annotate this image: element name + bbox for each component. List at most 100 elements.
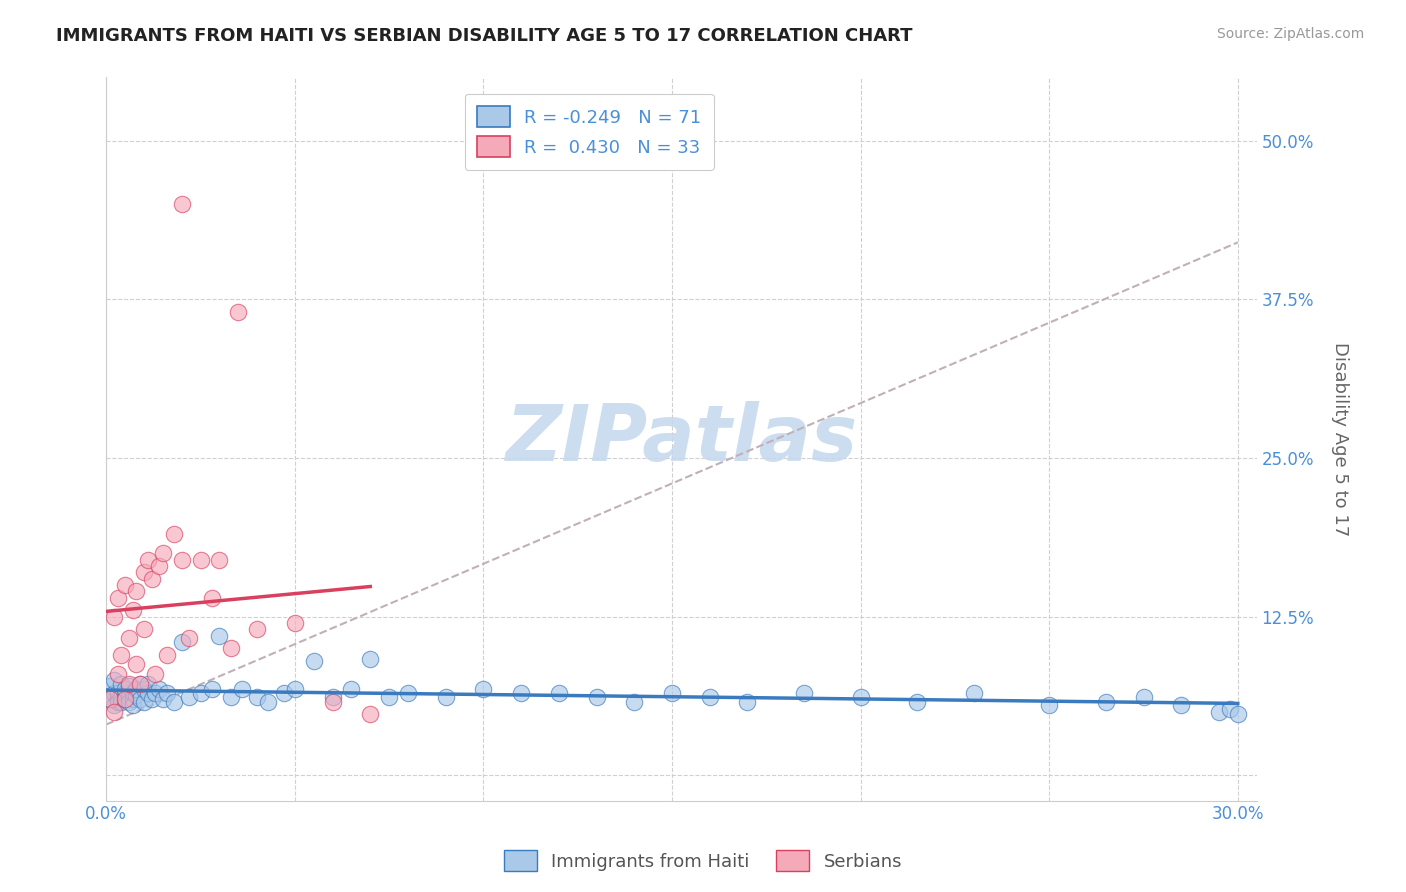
Point [170, 197, 193, 211]
Point [699, 690, 721, 704]
Point [585, 690, 607, 704]
Point [132, 681, 155, 696]
Text: Source: ZipAtlas.com: Source: ZipAtlas.com [1216, 27, 1364, 41]
Point [661, 686, 683, 700]
Point [136, 677, 159, 691]
Point [163, 695, 186, 709]
Point [472, 681, 495, 696]
Point [163, 527, 186, 541]
Point [114, 578, 136, 592]
Point [118, 677, 141, 691]
Point [208, 629, 231, 643]
Point [129, 677, 152, 691]
Point [103, 686, 125, 700]
Text: ZIPatlas: ZIPatlas [505, 401, 858, 477]
Point [793, 686, 815, 700]
Point [257, 695, 280, 709]
Point [98, 680, 121, 694]
Point [190, 552, 212, 566]
Point [114, 681, 136, 696]
Point [201, 681, 224, 696]
Point [963, 686, 986, 700]
Point [136, 686, 159, 700]
Point [849, 690, 872, 704]
Point [110, 690, 132, 704]
Point [623, 695, 645, 709]
Point [1226, 707, 1249, 722]
Point [118, 631, 141, 645]
Point [434, 690, 457, 704]
Point [1094, 695, 1116, 709]
Point [340, 681, 363, 696]
Point [143, 686, 166, 700]
Point [132, 566, 155, 580]
Point [152, 546, 174, 560]
Legend: Immigrants from Haiti, Serbians: Immigrants from Haiti, Serbians [496, 843, 910, 879]
Point [284, 681, 307, 696]
Point [737, 695, 759, 709]
Point [125, 688, 148, 702]
Point [219, 641, 242, 656]
Point [322, 695, 344, 709]
Point [155, 686, 177, 700]
Point [121, 698, 143, 713]
Point [110, 677, 132, 691]
Point [107, 692, 129, 706]
Point [118, 680, 141, 694]
Point [136, 552, 159, 566]
Point [170, 552, 193, 566]
Point [129, 677, 152, 691]
Point [190, 686, 212, 700]
Point [107, 591, 129, 605]
Point [107, 695, 129, 709]
Point [110, 695, 132, 709]
Point [114, 686, 136, 700]
Text: IMMIGRANTS FROM HAITI VS SERBIAN DISABILITY AGE 5 TO 17 CORRELATION CHART: IMMIGRANTS FROM HAITI VS SERBIAN DISABIL… [56, 27, 912, 45]
Y-axis label: Disability Age 5 to 17: Disability Age 5 to 17 [1331, 342, 1348, 536]
Point [219, 690, 242, 704]
Point [302, 654, 325, 668]
Point [103, 673, 125, 687]
Point [114, 692, 136, 706]
Point [103, 698, 125, 713]
Point [322, 690, 344, 704]
Point [155, 648, 177, 662]
Point [118, 690, 141, 704]
Point [1170, 698, 1192, 713]
Point [118, 695, 141, 709]
Point [359, 707, 381, 722]
Point [231, 681, 253, 696]
Point [179, 690, 201, 704]
Point [246, 690, 269, 704]
Point [121, 692, 143, 706]
Point [132, 695, 155, 709]
Point [141, 692, 163, 706]
Point [141, 572, 163, 586]
Point [125, 657, 148, 671]
Point [359, 651, 381, 665]
Point [201, 591, 224, 605]
Point [284, 615, 307, 630]
Point [1208, 705, 1230, 719]
Point [208, 552, 231, 566]
Point [547, 686, 569, 700]
Point [125, 584, 148, 599]
Point [246, 623, 269, 637]
Point [125, 681, 148, 696]
Point [98, 692, 121, 706]
Point [107, 666, 129, 681]
Point [121, 686, 143, 700]
Point [273, 686, 295, 700]
Point [132, 623, 155, 637]
Point [103, 609, 125, 624]
Point [179, 631, 201, 645]
Point [170, 635, 193, 649]
Point [1038, 698, 1060, 713]
Point [107, 686, 129, 700]
Point [905, 695, 928, 709]
Point [110, 648, 132, 662]
Point [152, 692, 174, 706]
Point [129, 692, 152, 706]
Point [103, 705, 125, 719]
Point [143, 666, 166, 681]
